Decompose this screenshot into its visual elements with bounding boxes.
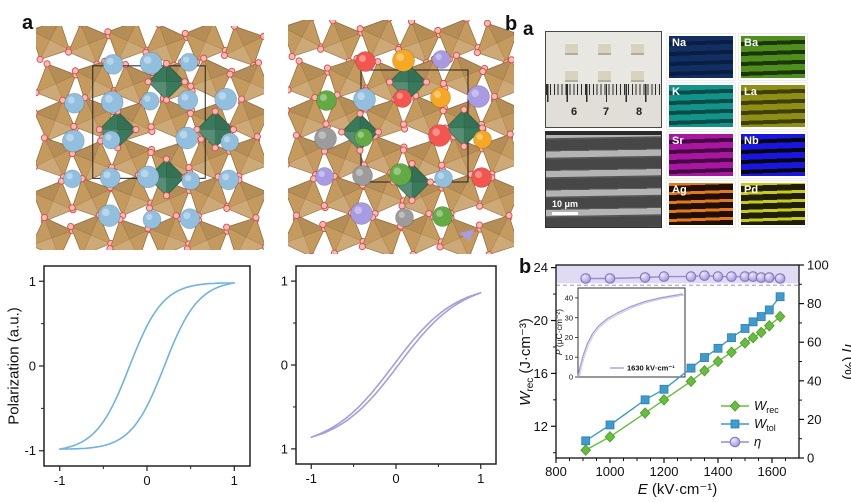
ruler: 6 7 8 [546,84,661,127]
eds-map-ag: Ag [667,181,735,227]
ceramic-chip [631,70,644,82]
svg-text:20: 20 [565,333,573,342]
energy-storage-chart: 800 1000 1200 1400 160012162024020406080100E… [518,258,851,499]
svg-text:60: 60 [807,335,821,350]
svg-text:-1: -1 [54,473,66,488]
eds-map-na: Na [667,34,735,80]
eds-map-pd: Pd [739,181,807,227]
svg-text:0: 0 [143,473,150,488]
svg-text:0: 0 [281,358,288,373]
ceramic-samples-photo: 6 7 8 [545,31,662,128]
svg-text:16: 16 [534,366,548,381]
svg-text:P (μC·cm⁻²): P (μC·cm⁻²) [554,309,564,355]
svg-text:12: 12 [534,419,548,434]
svg-text:30: 30 [565,313,573,322]
eds-label: La [744,86,757,98]
svg-text:100: 100 [807,258,829,273]
svg-text:1: 1 [231,473,238,488]
eds-label: Ba [744,37,759,49]
svg-text:20: 20 [534,313,548,328]
eds-map-la: La [739,83,807,129]
ceramic-chip [598,70,611,82]
eds-map-ba: Ba [739,34,807,80]
sem-scale-bar [552,212,578,215]
eds-label: Na [672,37,687,49]
svg-text:40: 40 [565,293,573,302]
panel-label-b-text: b [505,13,517,35]
svg-text:1: 1 [29,274,36,289]
svg-text:24: 24 [534,260,548,275]
eds-map-nb: Nb [739,132,807,178]
svg-text:10: 10 [565,353,573,362]
svg-text:1630 kV·cm⁻¹: 1630 kV·cm⁻¹ [627,364,675,373]
svg-text:20: 20 [807,412,821,427]
ruler-number: 6 [570,106,578,118]
ceramic-chip [565,70,578,82]
svg-text:1: 1 [477,471,484,486]
ruler-cm-ticks [547,84,661,102]
eds-label: K [672,86,680,98]
hysteresis-loop-slim: -1 0 1 1 0 -1 [280,265,497,486]
svg-text:0: 0 [29,359,36,374]
eds-label: Sr [672,135,684,147]
svg-text:-1: -1 [305,471,317,486]
svg-text:Wrec: Wrec [754,398,779,415]
svg-text:-1: -1 [280,441,288,456]
svg-text:η: η [754,434,761,449]
sem-scale-label: 10 μm [552,199,579,209]
svg-text:η (%): η (%) [841,344,851,380]
panel-label-a-left: a [22,12,34,34]
svg-text:1000: 1000 [596,464,625,479]
eds-label: Pd [744,184,759,196]
sem-cross-section-image: 10 μm [545,131,662,228]
ceramic-chip [598,43,611,55]
svg-text:0: 0 [807,451,814,466]
panel-label-a-right: a [523,19,534,40]
ruler-number: 8 [635,106,643,118]
crystal-structure-host [36,26,264,250]
hysteresis-loop-normal: -1 0 1 1 0 -1 [24,265,251,488]
svg-text:1200: 1200 [650,464,679,479]
svg-text:800: 800 [545,464,567,479]
panel-label-b-chart: b [519,256,532,278]
ruler-number: 7 [602,106,610,118]
svg-text:1: 1 [281,274,288,289]
svg-text:Wrec (J·cm⁻³): Wrec (J·cm⁻³) [518,318,536,406]
svg-text:Wtol: Wtol [754,416,776,433]
eds-label: Ag [672,184,687,196]
panel-label-b-clipped: b [505,13,517,36]
svg-text:E (kV·cm⁻¹): E (kV·cm⁻¹) [638,481,718,498]
crystal-structure-doped [288,20,514,254]
svg-text:0: 0 [392,471,399,486]
svg-text:80: 80 [807,296,821,311]
svg-text:1600: 1600 [758,464,787,479]
ceramic-chip [565,43,578,55]
svg-text:-1: -1 [24,443,36,458]
svg-text:1400: 1400 [704,464,733,479]
eds-map-k: K [667,83,735,129]
eds-map-sr: Sr [667,132,735,178]
svg-text:40: 40 [807,373,821,388]
ceramic-chip [631,43,644,55]
eds-label: Nb [744,135,759,147]
svg-text:0: 0 [569,373,573,382]
